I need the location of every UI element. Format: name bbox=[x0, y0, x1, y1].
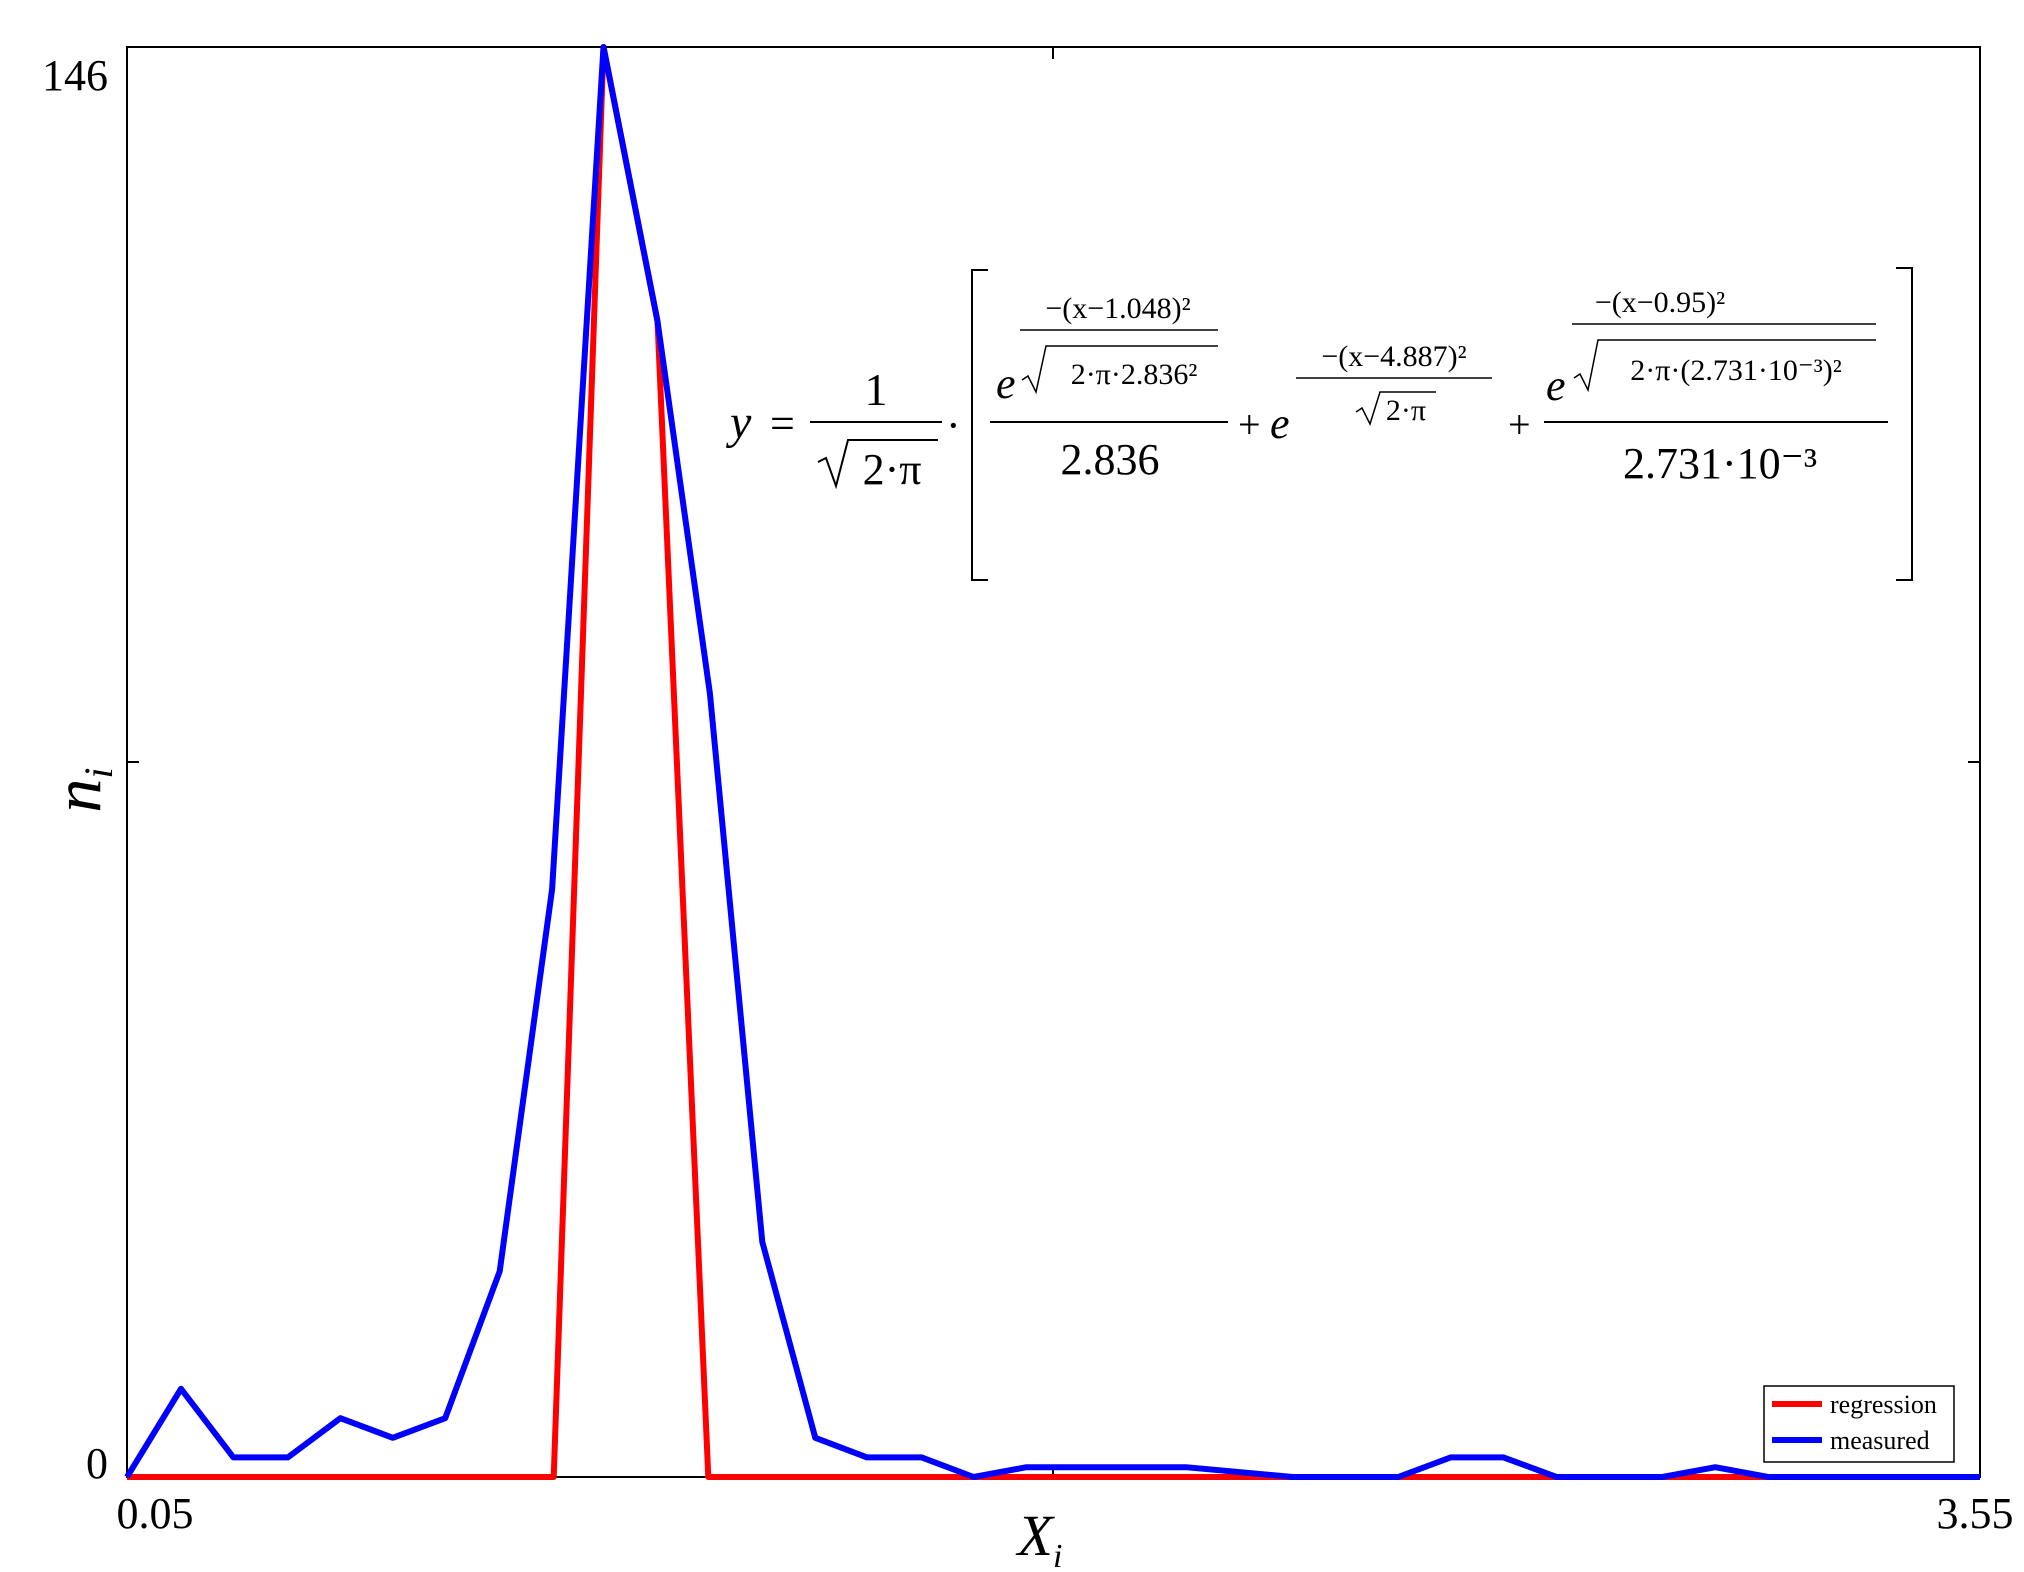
tick-marks bbox=[127, 47, 1980, 1477]
x-axis-title-main: X bbox=[1016, 1503, 1056, 1568]
series-line-regression bbox=[127, 44, 1980, 1480]
term3-base: e bbox=[1546, 361, 1566, 410]
term2-exponent-numerator: −(x−4.887)² bbox=[1321, 340, 1466, 373]
y-tick-label-max: 146 bbox=[42, 51, 108, 100]
legend-box bbox=[1763, 1385, 1955, 1463]
series-layer bbox=[124, 44, 1980, 1480]
term3-exponent-numerator: −(x−0.95)² bbox=[1595, 286, 1725, 319]
y-axis-title-main: n bbox=[39, 779, 115, 813]
plot-area-frame bbox=[126, 46, 1981, 1478]
x-tick-label-max: 3.55 bbox=[1937, 1489, 2014, 1538]
term3-exponent-denominator: 2·π·(2.731·10⁻³)² bbox=[1630, 354, 1841, 387]
equation-multiply-dot: · bbox=[946, 401, 961, 450]
y-axis-title-sub: i bbox=[76, 767, 121, 778]
plus-sign-1: + bbox=[1238, 402, 1261, 447]
equation-lhs: y bbox=[725, 396, 752, 449]
x-tick-label-min: 0.05 bbox=[117, 1489, 194, 1538]
term2-exponent-denominator: 2·π bbox=[1386, 394, 1426, 427]
right-bracket bbox=[1896, 267, 1913, 581]
equation-equals: = bbox=[770, 399, 795, 448]
term3-denominator: 2.731·10⁻³ bbox=[1623, 439, 1817, 488]
plus-sign-2: + bbox=[1508, 402, 1531, 447]
equation-annotation: y = 1 2·π · e −(x−1.048)² 2·π·2.836² 2.8… bbox=[725, 267, 1913, 581]
term1-base: e bbox=[996, 359, 1016, 408]
y-tick-label-min: 0 bbox=[86, 1439, 108, 1488]
sqrt-sign-1 bbox=[817, 439, 938, 490]
legend-label-regression: regression bbox=[1830, 1390, 1937, 1419]
x-axis-title-sub: i bbox=[1053, 1538, 1062, 1572]
series-line-measured bbox=[124, 44, 1980, 1480]
equation-fraction-denominator: 2·π bbox=[863, 445, 922, 494]
term1-exponent-numerator: −(x−1.048)² bbox=[1045, 292, 1190, 325]
legend: regression measured bbox=[1763, 1385, 1955, 1463]
equation-fraction-numerator: 1 bbox=[865, 364, 888, 415]
sqrt-sign-4 bbox=[1573, 339, 1876, 393]
sqrt-sign-2 bbox=[1021, 345, 1218, 395]
term1-exponent-denominator: 2·π·2.836² bbox=[1071, 358, 1198, 391]
term1-denominator: 2.836 bbox=[1061, 435, 1160, 484]
y-axis-title: ni bbox=[39, 767, 121, 812]
x-axis-title: Xi bbox=[1016, 1503, 1063, 1572]
left-bracket bbox=[971, 269, 988, 581]
sqrt-sign-3 bbox=[1355, 391, 1436, 426]
term2-base: e bbox=[1270, 399, 1290, 448]
legend-label-measured: measured bbox=[1830, 1426, 1930, 1455]
